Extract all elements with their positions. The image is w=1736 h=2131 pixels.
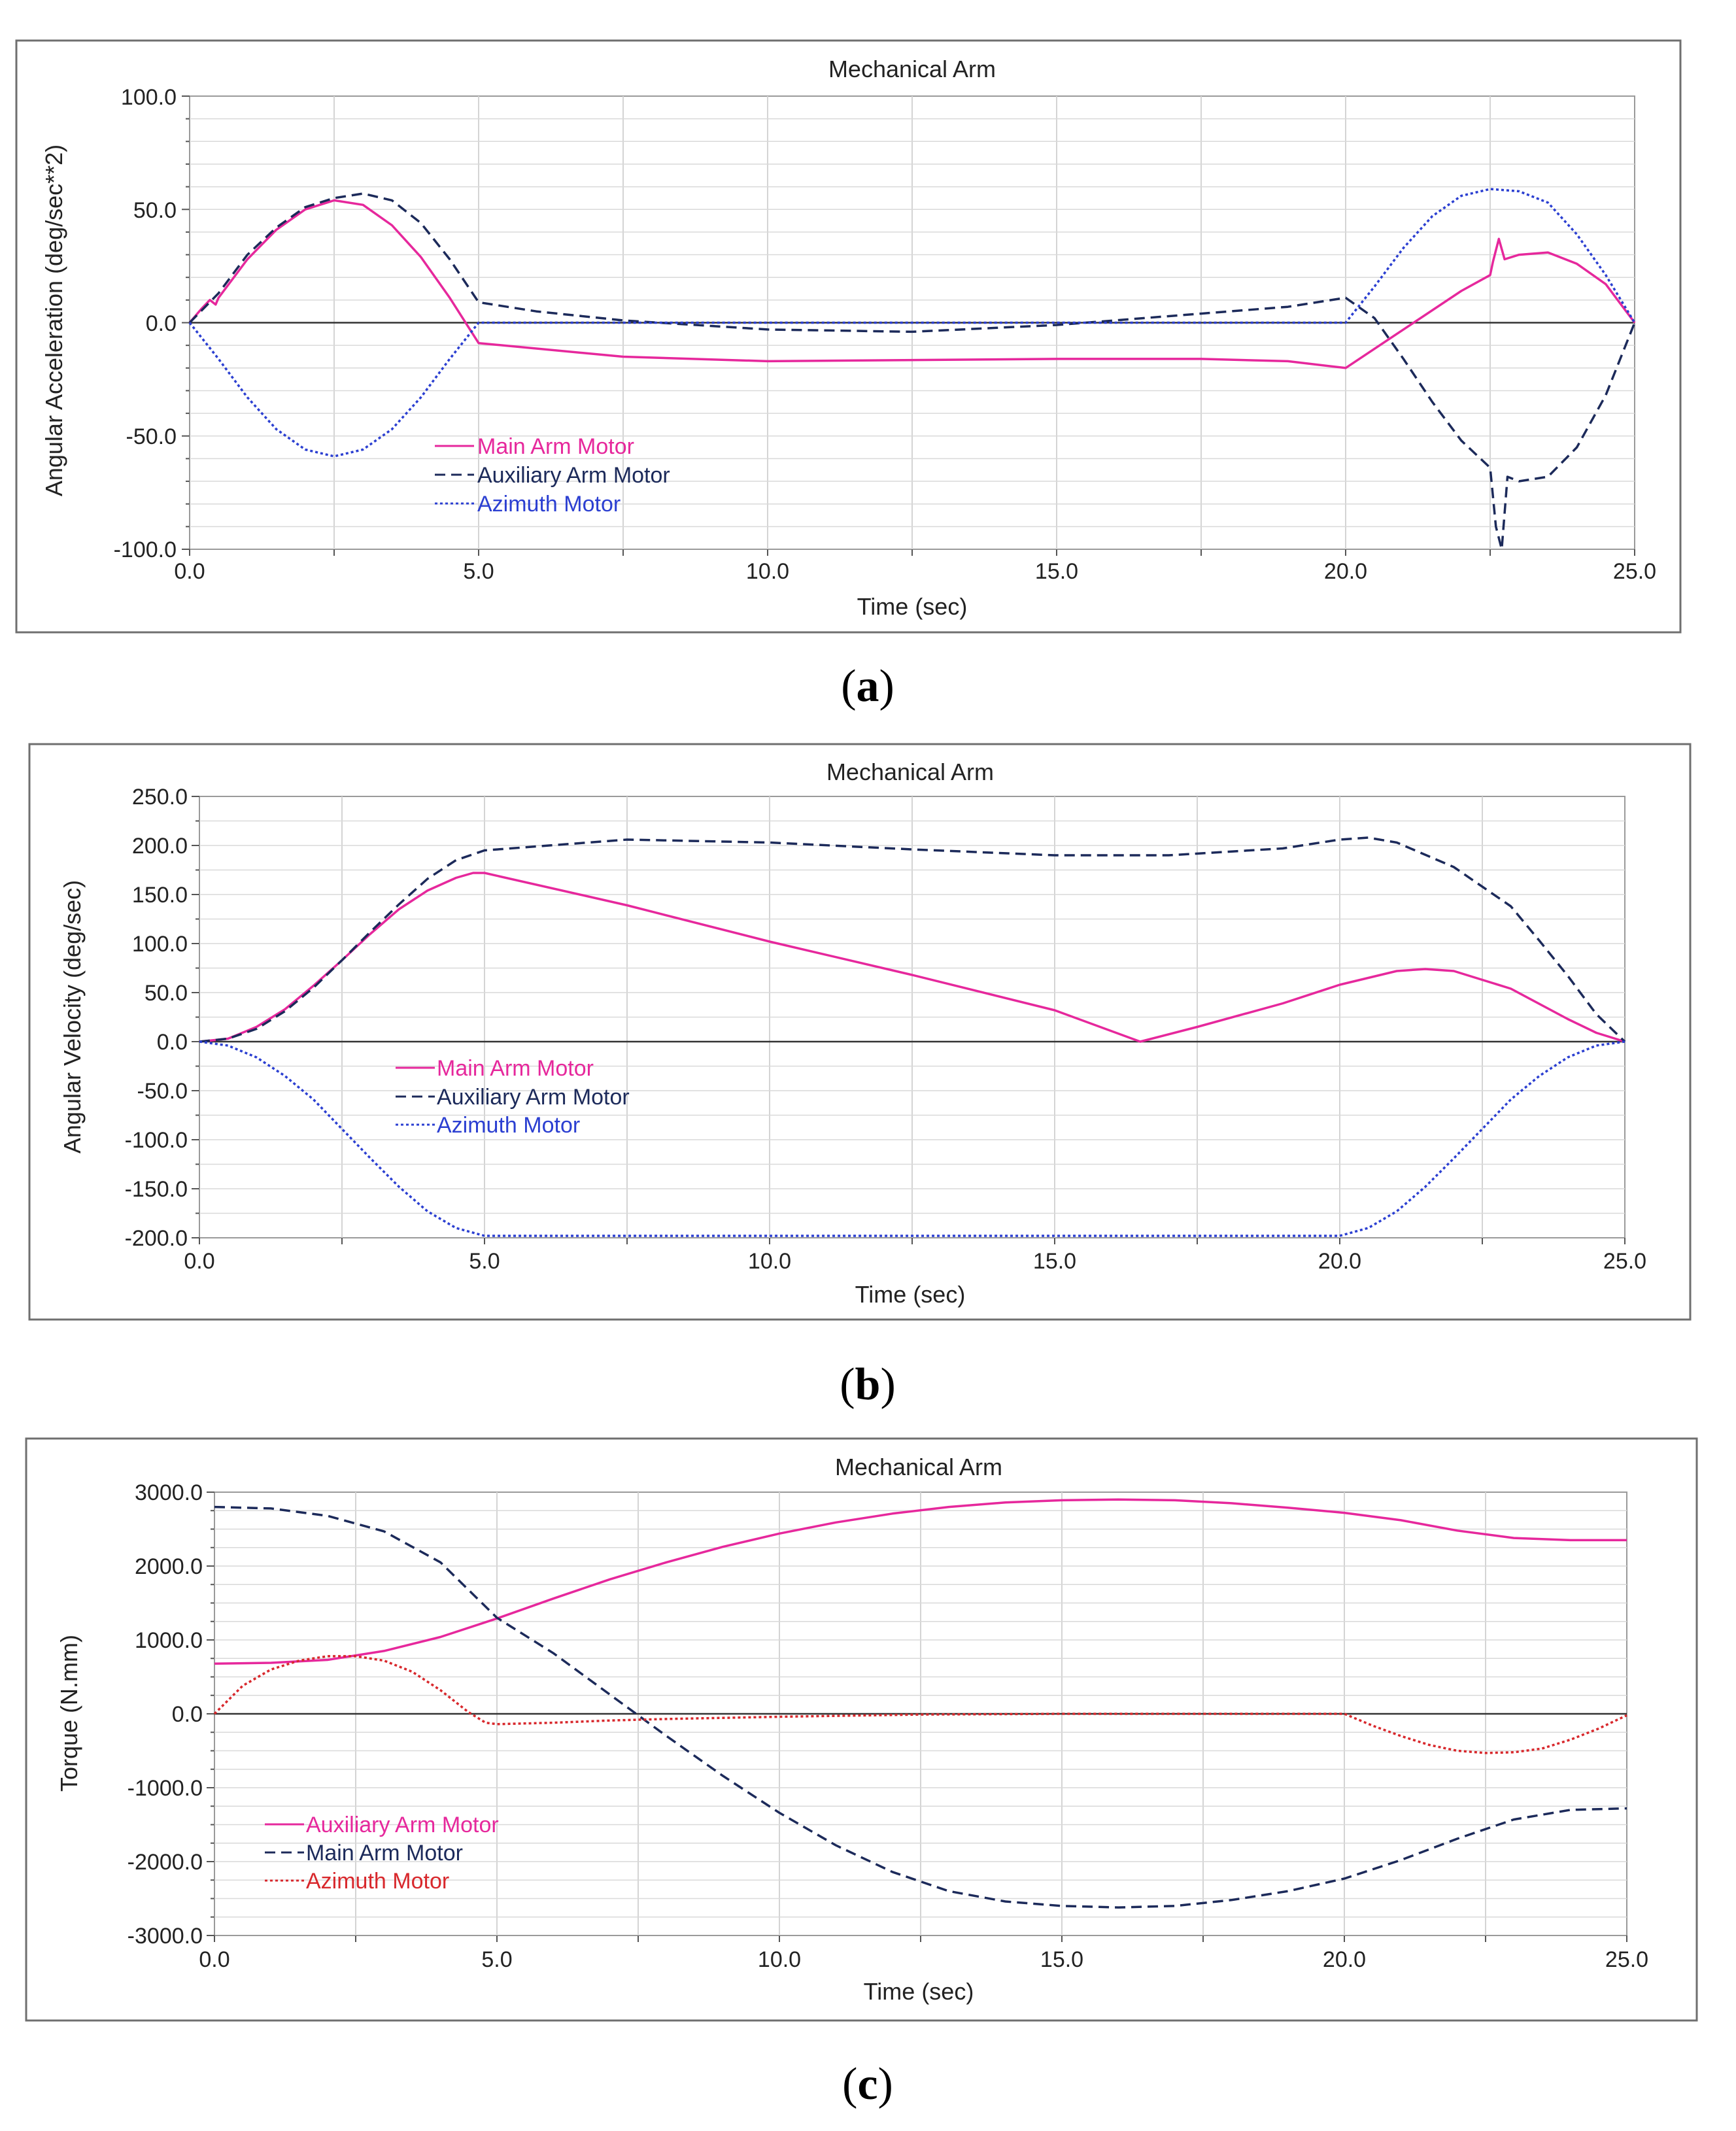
x-tick-label: 10.0	[758, 1947, 801, 1972]
legend-label: Auxiliary Arm Motor	[477, 463, 670, 488]
y-axis-label: Angular Velocity (deg/sec)	[59, 880, 86, 1153]
series-line-main-arm-motor	[188, 199, 1636, 369]
x-tick-label: 20.0	[1318, 1249, 1361, 1274]
legend-label: Main Arm Motor	[477, 434, 634, 459]
y-tick-label: 100.0	[132, 932, 188, 957]
legend-label: Auxiliary Arm Motor	[306, 1813, 499, 1837]
series-line-main-arm-motor	[214, 1505, 1627, 1909]
legend-label: Main Arm Motor	[306, 1841, 463, 1866]
x-tick-label: 10.0	[746, 559, 789, 584]
x-axis-label: Time (sec)	[857, 593, 968, 620]
x-tick-label: 25.0	[1605, 1947, 1648, 1972]
x-tick-label: 15.0	[1033, 1249, 1076, 1274]
chart-panel-a: Mechanical Arm Angular Acceleration (deg…	[15, 39, 1682, 711]
y-tick-label: 0.0	[157, 1030, 188, 1055]
y-tick-label: 0.0	[146, 311, 177, 336]
y-tick-label: -50.0	[126, 424, 177, 449]
y-tick-label: 2000.0	[135, 1554, 203, 1579]
series-line-main-arm-motor	[199, 872, 1625, 1043]
y-tick-label: 250.0	[132, 785, 188, 810]
x-tick-label: 5.0	[469, 1249, 500, 1274]
series-line-azimuth-motor	[199, 1040, 1625, 1237]
figure-caption: (a)	[841, 661, 894, 711]
y-tick-label: -150.0	[125, 1177, 188, 1202]
series-line-auxiliary-arm-motor	[188, 192, 1636, 551]
series-line-azimuth-motor	[213, 1655, 1627, 1754]
x-tick-label: 0.0	[199, 1947, 230, 1972]
y-tick-label: 1000.0	[135, 1628, 203, 1653]
y-tick-label: -100.0	[114, 537, 177, 562]
x-tick-label: 5.0	[463, 559, 494, 584]
y-tick-label: 3000.0	[135, 1480, 203, 1505]
chart-title: Mechanical Arm	[828, 56, 996, 82]
legend-label: Azimuth Motor	[437, 1113, 580, 1138]
x-tick-label: 5.0	[481, 1947, 512, 1972]
series-line-auxiliary-arm-motor	[214, 1498, 1627, 1665]
y-tick-label: -50.0	[137, 1079, 188, 1104]
chart-title: Mechanical Arm	[826, 759, 994, 785]
legend-label: Auxiliary Arm Motor	[437, 1085, 630, 1110]
y-axis-label: Angular Acceleration (deg/sec**2)	[41, 145, 67, 496]
y-tick-label: 50.0	[133, 198, 177, 223]
x-axis-label: Time (sec)	[855, 1281, 966, 1308]
series-line-auxiliary-arm-motor	[199, 836, 1626, 1043]
x-tick-label: 20.0	[1323, 1947, 1366, 1972]
y-tick-label: 150.0	[132, 883, 188, 908]
x-tick-label: 0.0	[174, 559, 205, 584]
y-tick-label: 200.0	[132, 834, 188, 859]
figure-caption: (b)	[840, 1359, 896, 1410]
x-tick-label: 15.0	[1040, 1947, 1083, 1972]
y-tick-label: -2000.0	[128, 1850, 203, 1875]
legend: Auxiliary Arm Motor Main Arm Motor Azimu…	[265, 1813, 499, 1894]
chart-panel-c: Mechanical Arm Torque (N.mm) Time (sec) …	[25, 1437, 1698, 2109]
y-tick-label: 100.0	[121, 85, 177, 110]
caption-letter: a	[857, 661, 879, 711]
legend: Main Arm Motor Auxiliary Arm Motor Azimu…	[435, 434, 670, 517]
chart-title: Mechanical Arm	[835, 1454, 1002, 1480]
x-axis-label: Time (sec)	[864, 1978, 974, 2005]
y-tick-label: -200.0	[125, 1226, 188, 1251]
y-axis-label: Torque (N.mm)	[56, 1635, 82, 1792]
legend-label: Azimuth Motor	[477, 492, 621, 517]
x-tick-label: 10.0	[748, 1249, 791, 1274]
caption-letter: b	[855, 1359, 881, 1410]
figure-caption: (c)	[842, 2059, 893, 2109]
legend-label: Azimuth Motor	[306, 1869, 449, 1894]
caption-letter: c	[857, 2059, 877, 2109]
x-tick-label: 25.0	[1613, 559, 1656, 584]
y-tick-label: -100.0	[125, 1128, 188, 1153]
y-tick-label: 0.0	[172, 1702, 203, 1727]
legend: Main Arm Motor Auxiliary Arm Motor Azimu…	[396, 1056, 630, 1138]
y-tick-label: -3000.0	[128, 1924, 203, 1949]
x-tick-label: 15.0	[1035, 559, 1078, 584]
x-tick-label: 0.0	[184, 1249, 214, 1274]
chart-panel-b: Mechanical Arm Angular Velocity (deg/sec…	[28, 743, 1692, 1410]
x-tick-label: 20.0	[1324, 559, 1367, 584]
x-tick-label: 25.0	[1603, 1249, 1646, 1274]
y-tick-label: -1000.0	[128, 1776, 203, 1801]
series-line-azimuth-motor	[188, 188, 1636, 458]
legend-label: Main Arm Motor	[437, 1056, 594, 1081]
y-tick-label: 50.0	[145, 981, 188, 1006]
